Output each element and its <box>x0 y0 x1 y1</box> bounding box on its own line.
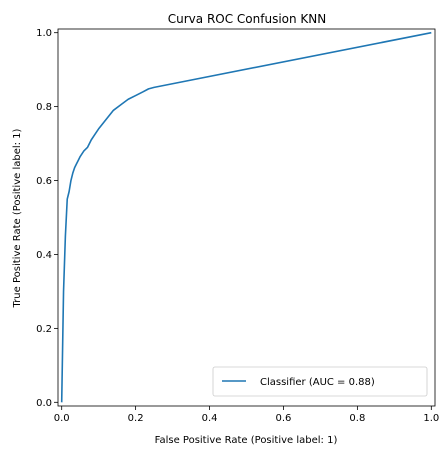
y-tick-label: 0.4 <box>36 250 52 261</box>
y-axis-label: True Positive Rate (Positive label: 1) <box>12 128 23 308</box>
legend: Classifier (AUC = 0.88) <box>212 366 428 397</box>
y-tick-label: 0.6 <box>36 176 52 187</box>
x-tick-label: 1.0 <box>423 413 439 424</box>
x-tick-label: 0.0 <box>54 413 70 424</box>
roc-curve-line <box>60 31 432 403</box>
x-tick-label: 0.4 <box>202 413 218 424</box>
legend-entry: Classifier (AUC = 0.88) <box>260 377 375 388</box>
x-tick-label: 0.6 <box>276 413 292 424</box>
x-tick-label: 0.8 <box>349 413 365 424</box>
legend-box <box>212 366 428 397</box>
x-axis: 0.0 0.2 0.4 0.6 0.8 1.0 <box>54 406 439 424</box>
y-tick-label: 0.0 <box>36 398 52 409</box>
curve-layer <box>60 31 432 403</box>
y-axis: 0.0 0.2 0.4 0.6 0.8 1.0 <box>36 28 58 409</box>
y-tick-label: 0.8 <box>36 102 52 113</box>
x-axis-label: False Positive Rate (Positive label: 1) <box>155 435 338 446</box>
plot-frame <box>57 28 436 407</box>
x-tick-label: 0.2 <box>128 413 144 424</box>
y-tick-label: 1.0 <box>36 28 52 39</box>
y-tick-label: 0.2 <box>36 324 52 335</box>
plot-area <box>58 29 435 406</box>
chart-title: Curva ROC Confusion KNN <box>168 12 327 26</box>
